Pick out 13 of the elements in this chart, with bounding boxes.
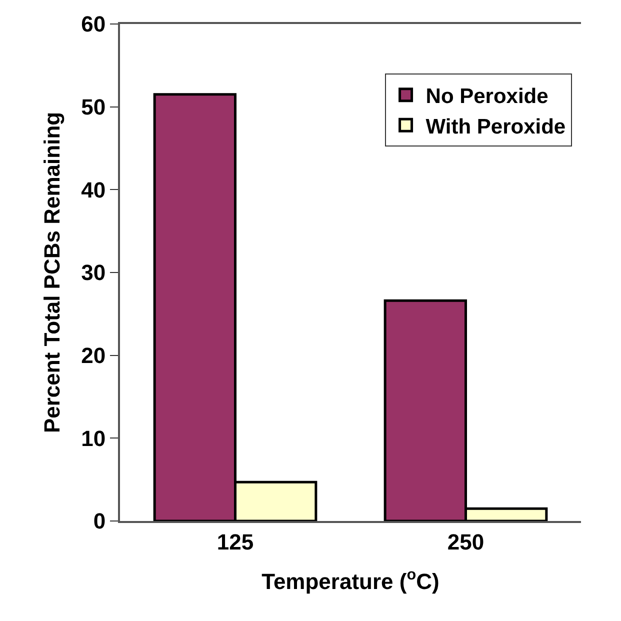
legend-label: With Peroxide	[426, 115, 566, 138]
y-tick-label: 0	[93, 508, 106, 534]
x-tick-label: 125	[216, 529, 254, 554]
y-tick-label: 10	[81, 426, 106, 451]
y-tick-label: 20	[81, 343, 106, 368]
y-tick-label: 40	[81, 177, 106, 202]
x-tick-label: 250	[447, 529, 484, 554]
legend-label: No Peroxide	[426, 85, 548, 108]
x-axis-title: Temperature ($^{o}$C)	[262, 566, 440, 594]
y-tick-label: 60	[81, 12, 106, 37]
y-tick-label: 30	[81, 260, 106, 286]
y-axis-title: Percent Total PCBs Remaining	[39, 112, 64, 434]
y-tick-label: 50	[81, 94, 106, 120]
